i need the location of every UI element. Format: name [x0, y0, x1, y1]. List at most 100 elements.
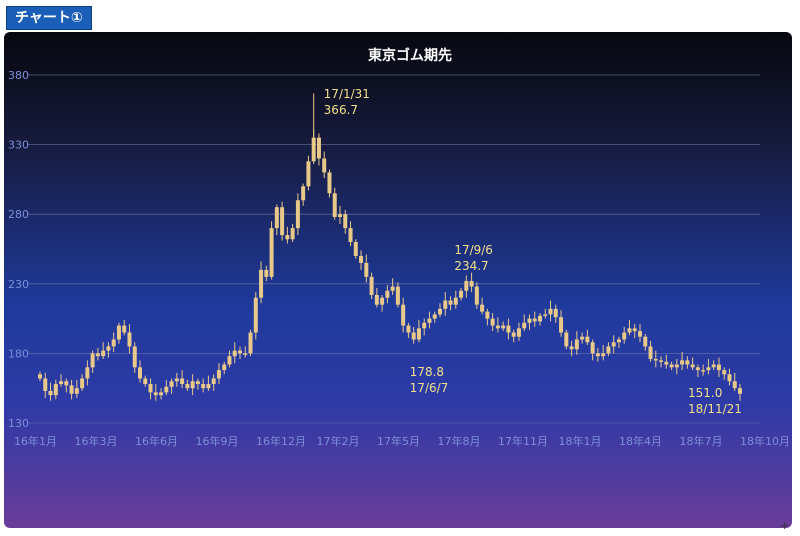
candle-body: [327, 172, 332, 194]
annotation-line-2: 17/6/7: [410, 381, 449, 395]
candle: [290, 223, 295, 243]
candle: [248, 329, 253, 357]
y-tick-label: 280: [8, 208, 29, 221]
candle: [564, 329, 569, 350]
candle-body: [332, 193, 337, 217]
candle: [722, 367, 727, 380]
candle-body: [701, 370, 706, 372]
candle-body: [674, 364, 679, 368]
candle-body: [222, 364, 227, 371]
x-tick-label: 18年10月: [740, 434, 790, 448]
candle-body: [243, 353, 248, 355]
annotation-line-2: 18/11/21: [688, 402, 742, 416]
annotation: 151.0 18/11/21: [688, 386, 742, 416]
candle: [716, 357, 721, 378]
candle-body: [522, 322, 527, 329]
candle-body: [669, 364, 674, 368]
candle: [680, 352, 685, 371]
candle: [501, 321, 506, 332]
candle-body: [195, 381, 200, 385]
candle-body: [269, 228, 274, 277]
x-tick-label: 17年5月: [377, 434, 420, 448]
candle: [659, 356, 664, 368]
candle: [459, 287, 464, 301]
candle: [385, 285, 390, 304]
x-tick-label: 17年8月: [438, 434, 481, 448]
candle-body: [111, 339, 116, 347]
candle: [64, 378, 69, 393]
y-tick-label: 380: [8, 69, 29, 82]
candle: [38, 371, 42, 382]
candle-body: [322, 158, 327, 173]
candle-body: [680, 360, 685, 365]
candle-body: [590, 342, 595, 354]
candle-body: [574, 339, 579, 350]
candle: [511, 329, 516, 343]
candle: [453, 290, 458, 309]
x-axis: 16年1月 16年3月 16年6月 16年9月 16年12月 17年2月 17年5月 17年8…: [14, 434, 790, 448]
candle: [443, 292, 448, 316]
x-tick-label: 16年12月: [256, 434, 306, 448]
candle-body: [406, 325, 411, 333]
candle: [485, 308, 490, 326]
candle-body: [343, 214, 348, 229]
candle-body: [438, 308, 442, 315]
candle-body: [580, 336, 585, 340]
candle-body: [359, 255, 364, 263]
candle: [222, 361, 227, 375]
candle-body: [380, 297, 385, 305]
candle: [448, 296, 453, 311]
candle: [648, 340, 653, 362]
candle: [338, 205, 342, 224]
candle: [116, 322, 121, 344]
candle: [127, 324, 132, 354]
candle-body: [390, 286, 395, 291]
candle-body: [448, 300, 453, 305]
candle-body: [401, 304, 406, 326]
candle: [432, 311, 437, 323]
candle: [180, 370, 185, 389]
candle: [438, 303, 442, 318]
candle-body: [290, 228, 295, 240]
candle-body: [59, 381, 64, 385]
candle: [559, 310, 564, 337]
annotation-line-1: 17/1/31: [324, 87, 370, 101]
chart-badge: チャート①: [6, 6, 92, 30]
candle: [253, 292, 258, 340]
candle: [85, 360, 90, 386]
candle: [406, 322, 411, 339]
candle-body: [722, 370, 727, 375]
annotation-line-1: 151.0: [688, 386, 722, 400]
candle-body: [280, 207, 285, 236]
candle-body: [511, 332, 516, 337]
candle-body: [569, 346, 574, 350]
candle-body: [80, 378, 85, 389]
candle-body: [653, 358, 658, 361]
candle-body: [548, 308, 553, 315]
candle-body: [543, 314, 548, 316]
candle-body: [490, 318, 495, 326]
candle-body: [106, 346, 111, 351]
candle-body: [516, 328, 521, 337]
candle: [274, 204, 279, 236]
candle: [90, 350, 95, 373]
candle: [522, 314, 527, 332]
annotation-line-1: 178.8: [410, 365, 444, 379]
candle: [153, 384, 158, 401]
x-tick-label: 17年11月: [498, 434, 548, 448]
candle-body: [159, 392, 164, 396]
candle: [632, 324, 637, 339]
x-tick-label: 16年3月: [75, 434, 118, 448]
candle: [669, 361, 674, 371]
candle: [516, 322, 521, 341]
annotation-line-2: 366.7: [324, 103, 358, 117]
candle-body: [148, 384, 153, 393]
candle: [464, 275, 469, 298]
candle: [495, 317, 500, 333]
y-tick-label: 330: [8, 139, 29, 152]
candle: [164, 379, 169, 396]
candle: [706, 358, 711, 375]
candle: [80, 374, 85, 391]
candle: [48, 382, 53, 401]
candle-body: [459, 290, 464, 298]
